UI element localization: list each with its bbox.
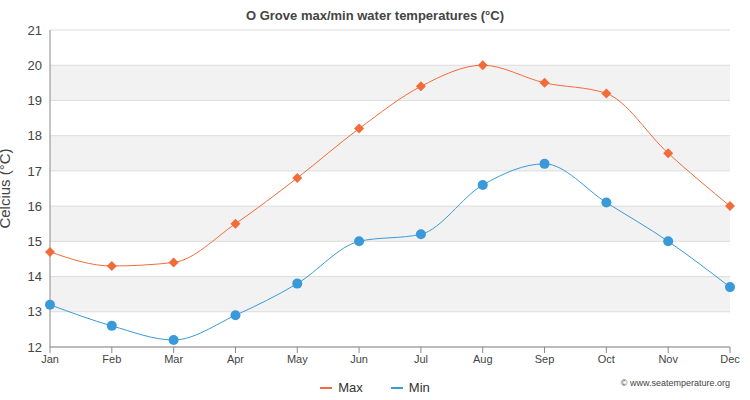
svg-text:19: 19	[28, 93, 42, 108]
svg-text:17: 17	[28, 164, 42, 179]
svg-text:Celcius (°C): Celcius (°C)	[8, 148, 13, 228]
svg-text:Nov: Nov	[658, 353, 678, 365]
svg-text:Dec: Dec	[720, 353, 740, 365]
svg-text:Jan: Jan	[41, 353, 59, 365]
svg-text:18: 18	[28, 128, 42, 143]
svg-text:Jul: Jul	[414, 353, 428, 365]
svg-text:Mar: Mar	[164, 353, 183, 365]
svg-text:Oct: Oct	[598, 353, 615, 365]
svg-text:12: 12	[28, 340, 42, 355]
svg-text:14: 14	[28, 269, 42, 284]
svg-text:Apr: Apr	[227, 353, 244, 365]
svg-text:Feb: Feb	[102, 353, 121, 365]
svg-text:Sep: Sep	[535, 353, 555, 365]
svg-text:May: May	[287, 353, 308, 365]
html-text:O Grove max/min water temperat: O Grove max/min water temperatures (°C)	[246, 8, 504, 23]
svg-text:15: 15	[28, 234, 42, 249]
svg-text:Aug: Aug	[473, 353, 493, 365]
svg-text:21: 21	[28, 23, 42, 38]
svg-text:20: 20	[28, 58, 42, 73]
html-text:Max: Max	[338, 380, 363, 395]
html-text:Min: Min	[408, 380, 430, 395]
svg-text:Jun: Jun	[350, 353, 368, 365]
html-text:© www.seatemperature.org: © www.seatemperature.org	[620, 378, 730, 388]
svg-text:16: 16	[28, 199, 42, 214]
svg-text:13: 13	[28, 304, 42, 319]
